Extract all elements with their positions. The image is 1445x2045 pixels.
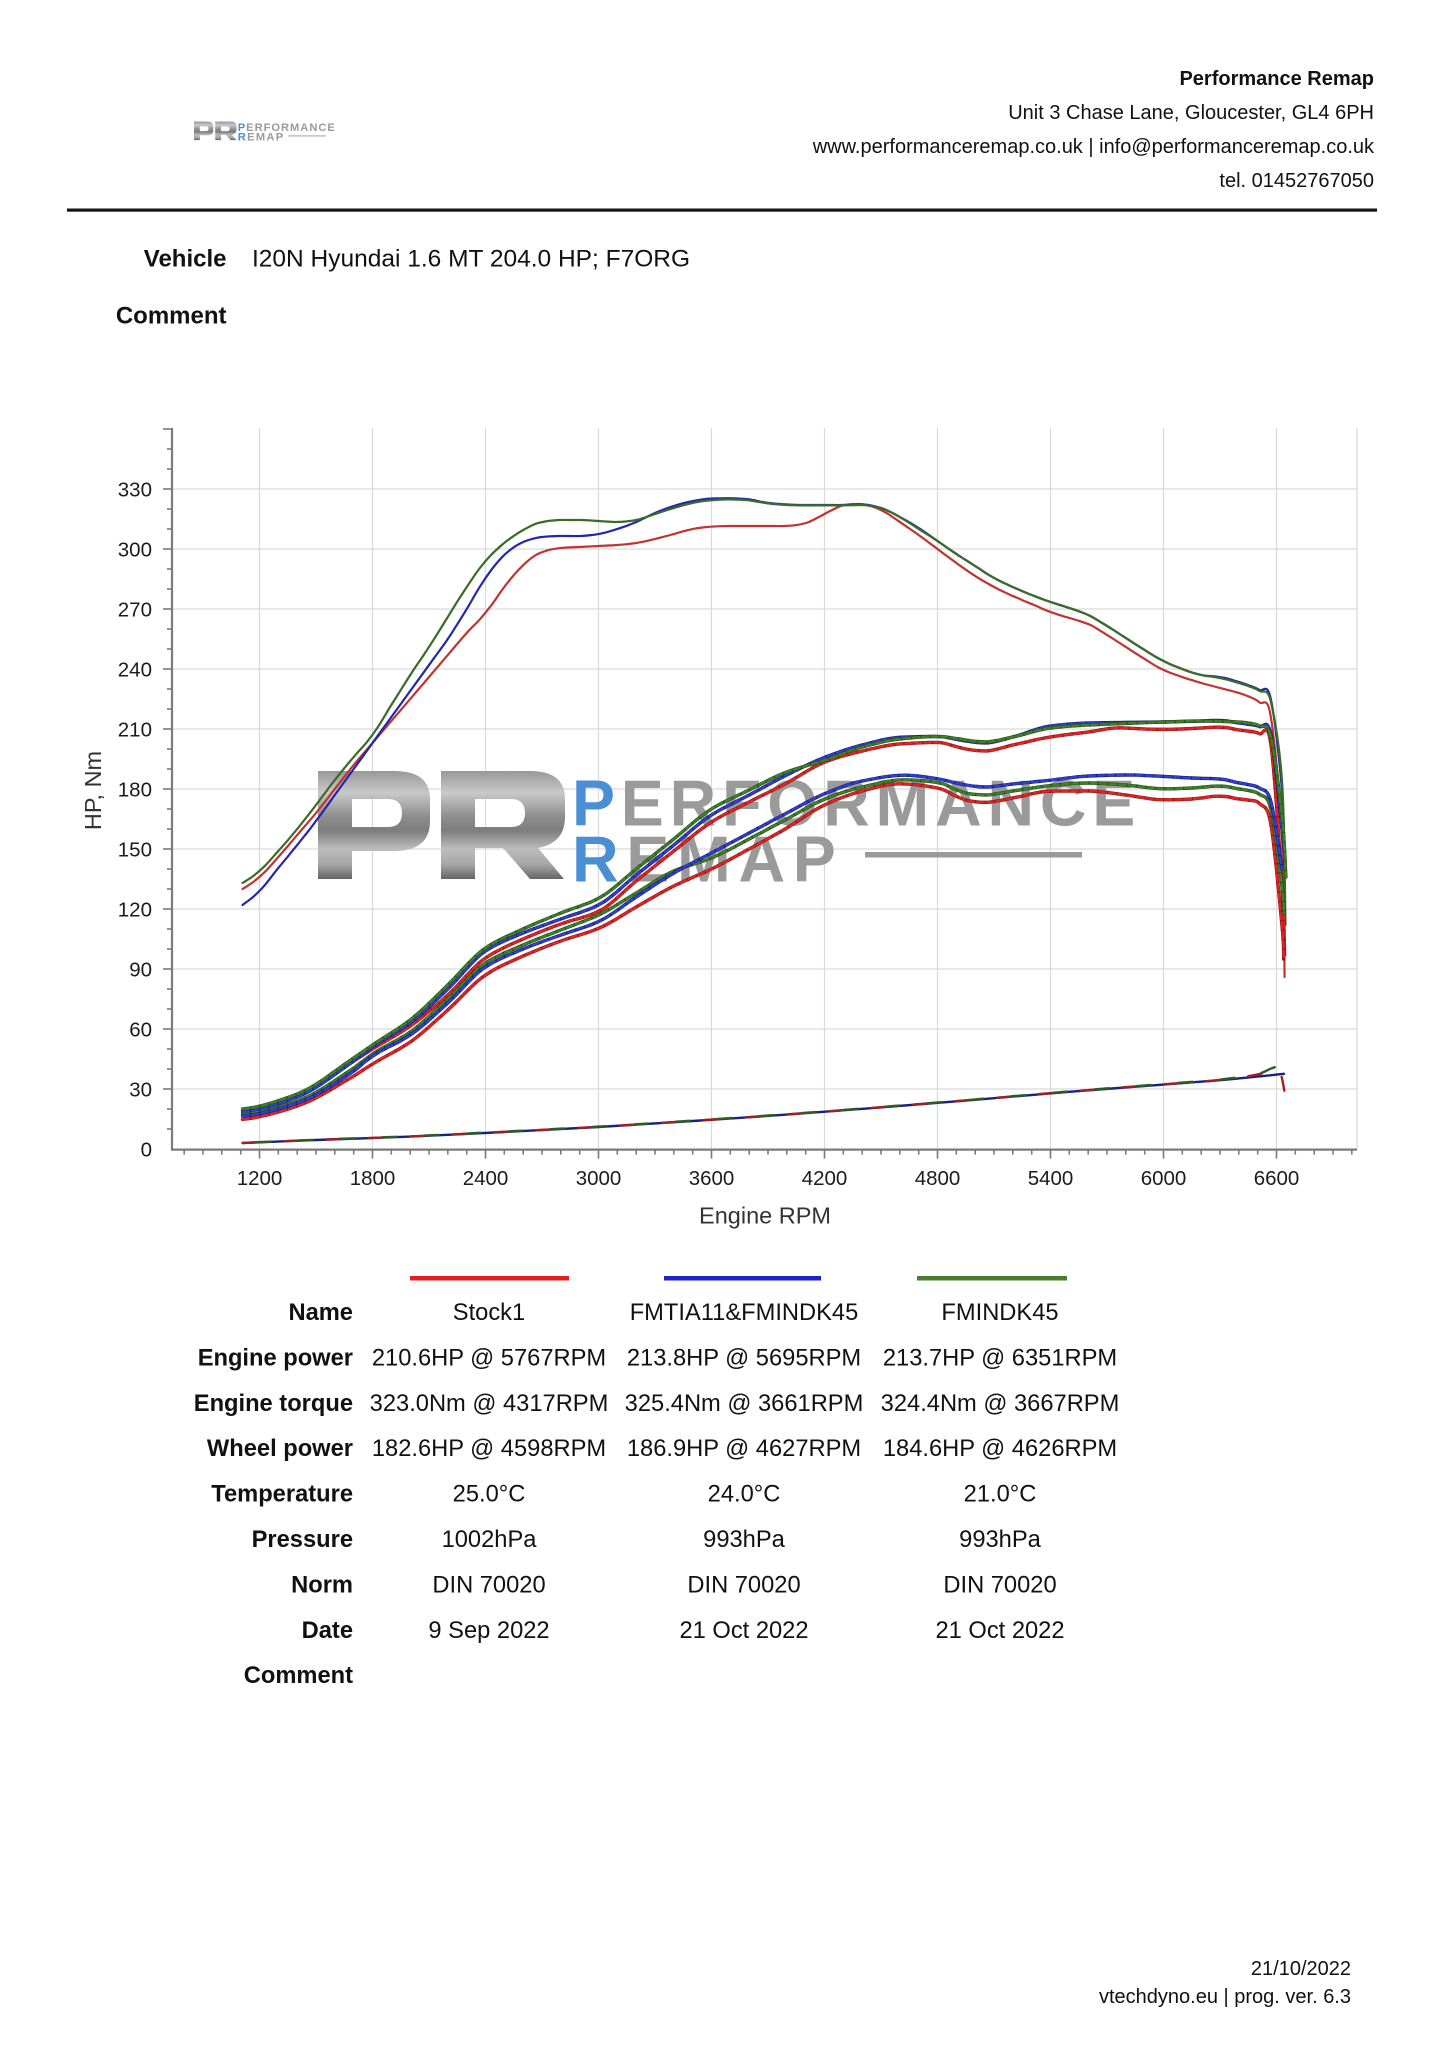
svg-text:330: 330 [118, 478, 152, 501]
svg-text:3000: 3000 [576, 1167, 622, 1190]
svg-text:Comment: Comment [116, 303, 227, 330]
svg-text:120: 120 [118, 898, 152, 921]
svg-text:6600: 6600 [1254, 1167, 1300, 1190]
svg-text:5400: 5400 [1028, 1167, 1074, 1190]
svg-text:Pressure: Pressure [252, 1527, 353, 1553]
svg-text:210.6HP @ 5767RPM: 210.6HP @ 5767RPM [372, 1345, 606, 1371]
svg-text:FMTIA11&FMINDK45: FMTIA11&FMINDK45 [630, 1300, 859, 1326]
svg-text:tel. 01452767050: tel. 01452767050 [1219, 170, 1374, 192]
svg-text:21/10/2022: 21/10/2022 [1251, 1958, 1351, 1980]
svg-text:Unit 3 Chase Lane, Gloucester,: Unit 3 Chase Lane, Gloucester, GL4 6PH [1008, 102, 1374, 124]
svg-text:0: 0 [141, 1138, 152, 1161]
svg-text:Vehicle: Vehicle [144, 246, 227, 273]
svg-text:Engine power: Engine power [198, 1345, 353, 1371]
svg-text:Engine RPM: Engine RPM [699, 1203, 831, 1229]
svg-text:FMINDK45: FMINDK45 [941, 1300, 1058, 1326]
svg-text:213.8HP @ 5695RPM: 213.8HP @ 5695RPM [627, 1345, 861, 1371]
svg-text:324.4Nm @ 3667RPM: 324.4Nm @ 3667RPM [881, 1391, 1120, 1417]
svg-text:DIN 70020: DIN 70020 [943, 1572, 1056, 1598]
svg-text:1002hPa: 1002hPa [442, 1527, 538, 1553]
svg-text:I20N Hyundai 1.6 MT 204.0 HP;: I20N Hyundai 1.6 MT 204.0 HP; F7ORG [252, 246, 690, 273]
svg-text:6000: 6000 [1141, 1167, 1187, 1190]
svg-text:DIN 70020: DIN 70020 [687, 1572, 800, 1598]
svg-text:184.6HP @ 4626RPM: 184.6HP @ 4626RPM [883, 1436, 1117, 1462]
svg-text:182.6HP @ 4598RPM: 182.6HP @ 4598RPM [372, 1436, 606, 1462]
svg-text:90: 90 [129, 958, 152, 981]
svg-text:180: 180 [118, 778, 152, 801]
svg-text:21 Oct 2022: 21 Oct 2022 [679, 1618, 808, 1644]
svg-text:60: 60 [129, 1018, 152, 1041]
svg-text:240: 240 [118, 658, 152, 681]
svg-text:2400: 2400 [463, 1167, 509, 1190]
svg-text:213.7HP @ 6351RPM: 213.7HP @ 6351RPM [883, 1345, 1117, 1371]
svg-text:Temperature: Temperature [211, 1482, 353, 1508]
svg-text:993hPa: 993hPa [959, 1527, 1041, 1553]
svg-text:150: 150 [118, 838, 152, 861]
svg-text:993hPa: 993hPa [703, 1527, 785, 1553]
svg-text:300: 300 [118, 538, 152, 561]
svg-text:210: 210 [118, 718, 152, 741]
svg-text:Date: Date [302, 1618, 353, 1644]
svg-text:Name: Name [288, 1300, 353, 1326]
svg-text:www.performanceremap.co.uk | i: www.performanceremap.co.uk | info@perfor… [812, 136, 1375, 158]
svg-text:4200: 4200 [802, 1167, 848, 1190]
svg-text:Comment: Comment [244, 1663, 353, 1689]
svg-text:24.0°C: 24.0°C [708, 1482, 781, 1508]
svg-text:30: 30 [129, 1078, 152, 1101]
svg-text:Stock1: Stock1 [453, 1300, 525, 1326]
svg-text:3600: 3600 [689, 1167, 735, 1190]
svg-text:Performance Remap: Performance Remap [1179, 68, 1374, 90]
svg-text:Norm: Norm [291, 1572, 353, 1598]
svg-text:Engine torque: Engine torque [194, 1391, 353, 1417]
svg-text:21 Oct 2022: 21 Oct 2022 [935, 1618, 1064, 1644]
svg-text:4800: 4800 [915, 1167, 961, 1190]
svg-text:HP, Nm: HP, Nm [80, 751, 106, 830]
svg-text:270: 270 [118, 598, 152, 621]
svg-text:1200: 1200 [237, 1167, 283, 1190]
svg-text:21.0°C: 21.0°C [964, 1482, 1037, 1508]
svg-text:9 Sep 2022: 9 Sep 2022 [428, 1618, 549, 1644]
svg-text:25.0°C: 25.0°C [453, 1482, 526, 1508]
svg-text:Wheel power: Wheel power [207, 1436, 353, 1462]
svg-text:325.4Nm @ 3661RPM: 325.4Nm @ 3661RPM [625, 1391, 864, 1417]
svg-text:323.0Nm @ 4317RPM: 323.0Nm @ 4317RPM [370, 1391, 609, 1417]
svg-text:186.9HP @ 4627RPM: 186.9HP @ 4627RPM [627, 1436, 861, 1462]
svg-text:DIN 70020: DIN 70020 [432, 1572, 545, 1598]
svg-text:1800: 1800 [350, 1167, 396, 1190]
svg-text:vtechdyno.eu | prog. ver. 6.3: vtechdyno.eu | prog. ver. 6.3 [1099, 1986, 1351, 2008]
